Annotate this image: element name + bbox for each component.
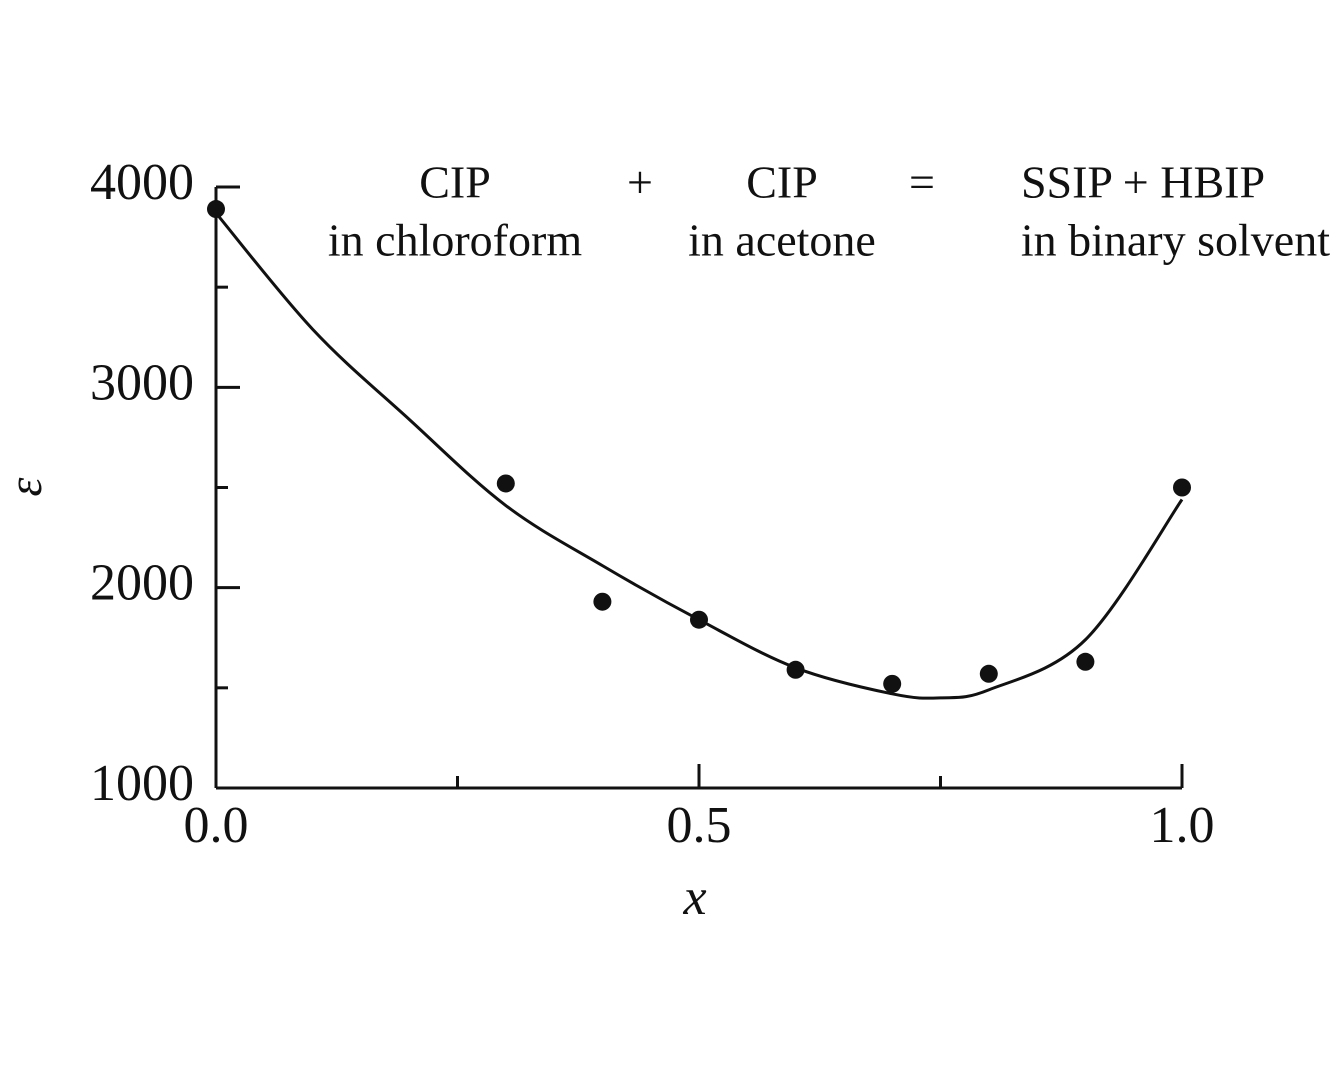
annotation: in acetone — [688, 215, 876, 266]
data-point — [1076, 652, 1095, 671]
fit-curve — [214, 212, 1184, 700]
data-point — [883, 674, 902, 693]
annotation: in chloroform — [328, 215, 582, 266]
data-point — [979, 664, 998, 683]
data-point — [496, 474, 515, 493]
y-tick-label: 4000 — [90, 154, 194, 211]
data-point — [593, 592, 612, 611]
annotation: CIP — [746, 157, 818, 208]
x-axis-label: x — [682, 869, 706, 926]
x-tick-label: 1.0 — [1150, 797, 1215, 854]
data-point — [207, 200, 225, 219]
annotation: = — [909, 157, 935, 208]
y-tick-label: 1000 — [90, 755, 194, 812]
data-point — [1173, 478, 1191, 497]
x-tick-label: 0.5 — [667, 797, 732, 854]
annotation: in binary solvent — [1021, 215, 1330, 266]
y-tick-label: 3000 — [90, 354, 194, 411]
y-tick-label: 2000 — [90, 555, 194, 612]
y-axis-label: ε — [0, 477, 52, 496]
annotation: CIP — [419, 157, 491, 208]
annotation: SSIP + HBIP — [1021, 157, 1265, 208]
annotation: + — [627, 157, 653, 208]
x-tick-label: 0.0 — [184, 797, 249, 854]
